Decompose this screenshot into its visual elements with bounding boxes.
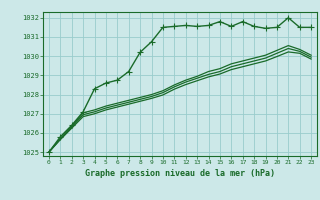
X-axis label: Graphe pression niveau de la mer (hPa): Graphe pression niveau de la mer (hPa) [85, 169, 275, 178]
